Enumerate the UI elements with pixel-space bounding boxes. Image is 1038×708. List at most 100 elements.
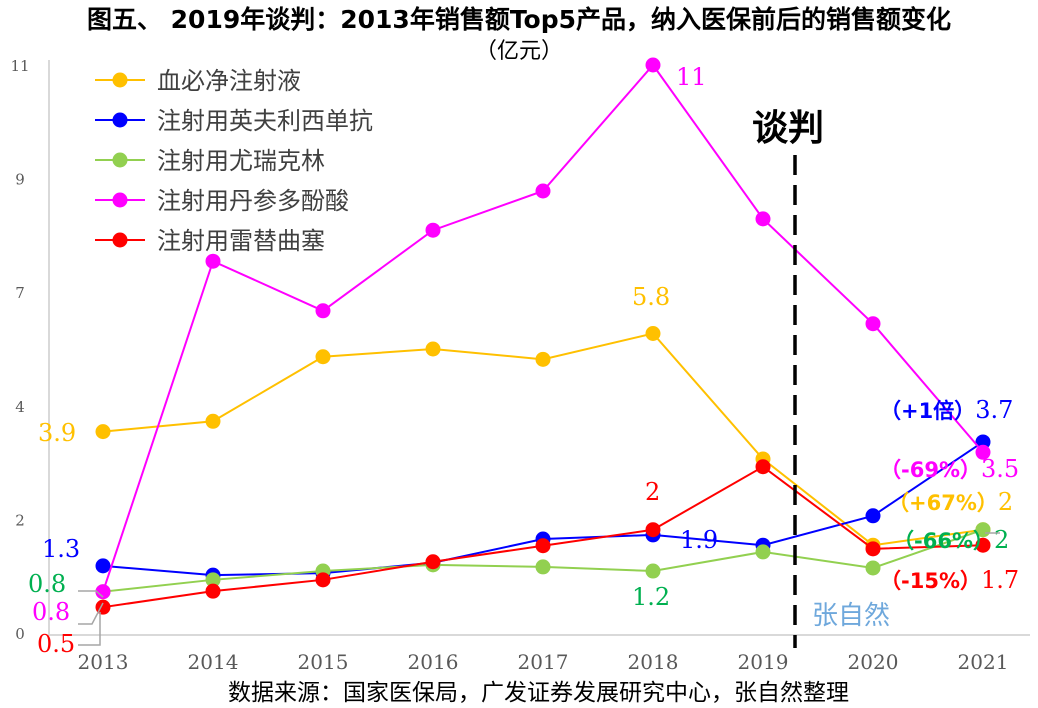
change-percent: （-66%） (893, 529, 994, 553)
data-point (315, 303, 331, 319)
data-label: 1.2 (632, 583, 670, 611)
y-tick-label: 2 (15, 511, 25, 529)
negotiation-label: 谈判 (752, 108, 824, 149)
change-value: 1.7 (981, 566, 1019, 594)
data-label: 0.8 (28, 570, 66, 598)
change-percent: （+67%） (888, 491, 998, 515)
data-point (975, 537, 991, 553)
data-label: 0.5 (37, 630, 75, 658)
change-annotation: （+67%）2 (888, 488, 1013, 516)
data-point (205, 572, 221, 588)
legend-label: 注射用英夫利西单抗 (157, 107, 373, 135)
series-line (102, 63, 984, 593)
change-annotation: （-69%）3.5 (880, 455, 1019, 483)
data-label: 1.3 (42, 535, 80, 563)
leader-line (78, 602, 104, 625)
chart-title: 图五、 2019年谈判：2013年销售额Top5产品，纳入医保前后的销售额变化 (87, 5, 951, 34)
data-point (645, 326, 661, 342)
y-tick-label: 4 (15, 398, 25, 416)
legend-item: 注射用雷替曲塞 (95, 227, 325, 255)
data-point (425, 554, 441, 570)
legend-item: 血必净注射液 (95, 67, 301, 95)
series-0 (95, 326, 991, 553)
data-point (425, 222, 441, 238)
change-annotation: （-15%）1.7 (880, 566, 1019, 594)
change-percent: （-15%） (880, 569, 981, 593)
x-tick-label: 2017 (518, 650, 569, 674)
data-point (535, 559, 551, 575)
data-label: 1.9 (680, 526, 718, 554)
y-tick-label: 11 (10, 57, 29, 75)
data-point (425, 341, 441, 357)
data-point (645, 522, 661, 538)
data-point (755, 211, 771, 227)
watermark: 张自然 (812, 601, 890, 631)
data-point (205, 413, 221, 429)
legend-marker (112, 192, 128, 208)
change-percent: （-69%） (880, 458, 981, 482)
data-point (755, 459, 771, 475)
data-label: 3.9 (38, 419, 76, 447)
source-note: 数据来源：国家医保局，广发证券发展研究中心，张自然整理 (228, 680, 849, 706)
data-point (535, 183, 551, 199)
data-point (755, 544, 771, 560)
leader-line (78, 590, 104, 598)
legend-marker (112, 152, 128, 168)
unit-label: （亿元） (475, 39, 563, 64)
x-tick-label: 2018 (628, 650, 679, 674)
data-point (865, 560, 881, 576)
change-value: 2 (994, 526, 1009, 554)
legend-marker (112, 232, 128, 248)
data-label: 2 (645, 478, 660, 506)
data-point (95, 558, 111, 574)
change-percent: （+1倍） (880, 399, 975, 423)
data-label: 0.8 (32, 598, 70, 626)
y-tick-label: 9 (15, 171, 25, 189)
data-point (865, 508, 881, 524)
data-point (315, 349, 331, 365)
legend-label: 注射用尤瑞克林 (157, 147, 325, 175)
data-label: 5.8 (632, 283, 670, 311)
legend-item: 注射用尤瑞克林 (95, 147, 325, 175)
data-point (535, 538, 551, 554)
legend-label: 注射用雷替曲塞 (157, 227, 325, 255)
legend-label: 血必净注射液 (157, 67, 301, 95)
data-point (975, 444, 991, 460)
data-point (315, 572, 331, 588)
series-line (102, 441, 984, 577)
legend-marker (112, 112, 128, 128)
data-label: 11 (676, 63, 707, 91)
x-tick-label: 2020 (848, 650, 899, 674)
legend-marker (112, 72, 128, 88)
data-point (865, 541, 881, 557)
legend-item: 注射用丹参多酚酸 (95, 187, 349, 215)
leader-line (78, 612, 101, 646)
change-value: 2 (998, 488, 1013, 516)
x-tick-label: 2019 (738, 650, 789, 674)
data-point (205, 583, 221, 599)
data-point (645, 563, 661, 579)
data-point (865, 316, 881, 332)
legend-label: 注射用丹参多酚酸 (157, 187, 349, 215)
series-3 (95, 57, 991, 600)
y-tick-label: 0 (15, 625, 25, 643)
y-tick-label: 7 (15, 284, 25, 302)
x-tick-label: 2016 (408, 650, 459, 674)
change-annotation: （-66%）2 (893, 526, 1009, 554)
change-annotation: （+1倍）3.7 (880, 396, 1013, 424)
x-tick-label: 2021 (958, 650, 1009, 674)
data-point (95, 424, 111, 440)
x-tick-label: 2014 (188, 650, 239, 674)
data-point (975, 434, 991, 450)
legend-item: 注射用英夫利西单抗 (95, 107, 373, 135)
data-point (95, 584, 111, 600)
x-tick-label: 2013 (78, 650, 129, 674)
data-point (535, 351, 551, 367)
data-point (205, 253, 221, 269)
series-4 (95, 459, 991, 615)
x-tick-label: 2015 (298, 650, 349, 674)
change-value: 3.7 (975, 396, 1013, 424)
